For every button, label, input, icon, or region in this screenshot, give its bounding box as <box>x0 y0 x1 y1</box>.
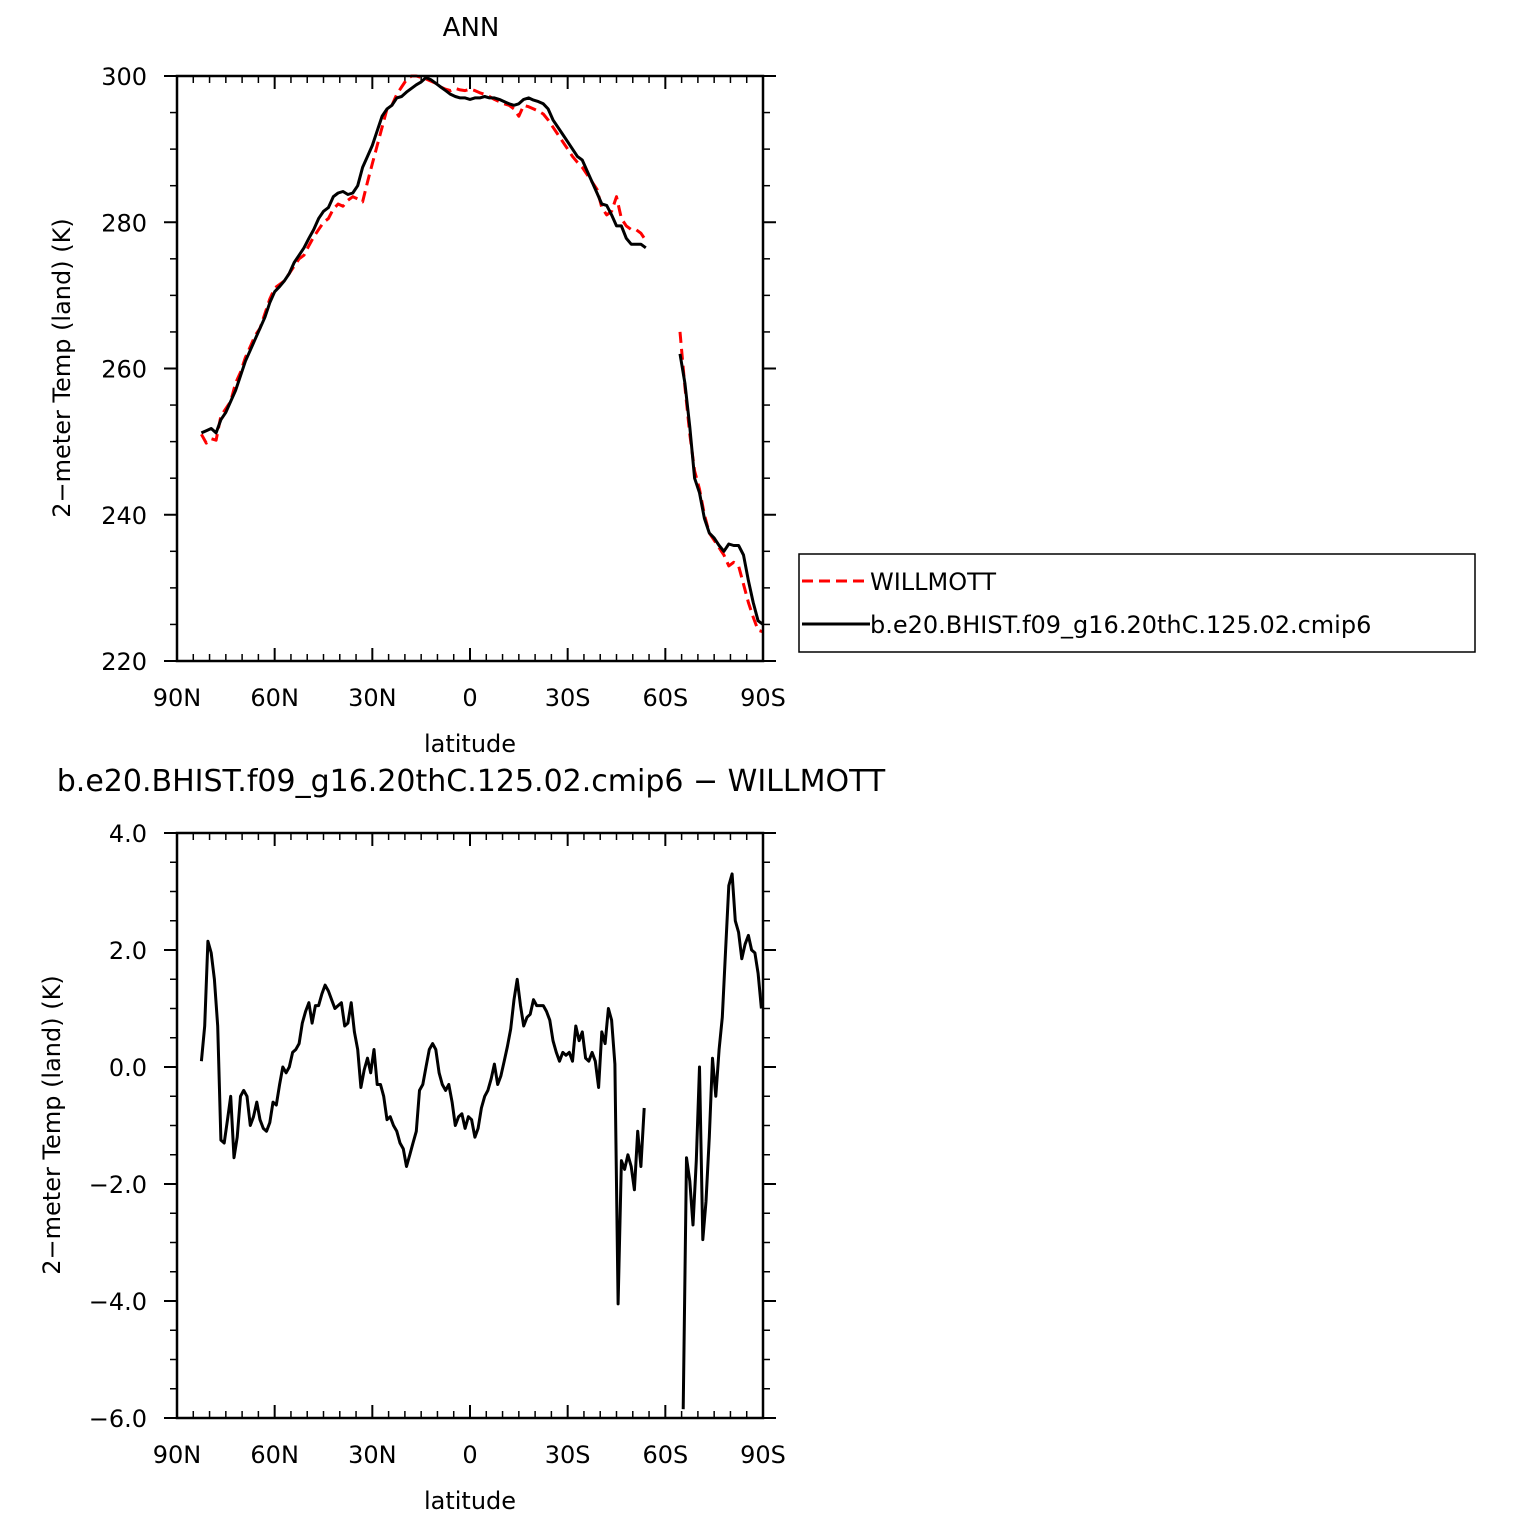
bottom-ylabel: 2−meter Temp (land) (K) <box>38 975 66 1274</box>
legend-label-model: b.e20.BHIST.f09_g16.20thC.125.02.cmip6 <box>870 611 1371 639</box>
bottom-xtick-label: 30N <box>348 1441 397 1469</box>
bottom-series-0-line-segment-0 <box>199 939 646 1306</box>
bottom-xtick-label: 90N <box>153 1441 202 1469</box>
bottom-panel: b.e20.BHIST.f09_g16.20thC.125.02.cmip6 −… <box>38 764 886 1515</box>
top-title: ANN <box>443 13 500 43</box>
bottom-ytick-label: 2.0 <box>109 937 147 965</box>
top-xtick-label: 60N <box>250 684 299 712</box>
top-series-1-line-segment-0 <box>200 76 647 435</box>
top-frame <box>175 74 765 663</box>
bottom-ytick-label: −2.0 <box>89 1171 147 1199</box>
bottom-series-0-line-segment-1 <box>681 872 763 1410</box>
top-ytick-label: 280 <box>101 209 147 237</box>
top-ytick-label: 260 <box>101 356 147 384</box>
top-xtick-label: 90N <box>153 684 202 712</box>
bottom-xtick-label: 90S <box>740 1441 786 1469</box>
bottom-ytick-label: 4.0 <box>109 820 147 848</box>
bottom-ytick-label: 0.0 <box>109 1054 147 1082</box>
top-series-0-line-segment-0 <box>200 74 648 445</box>
top-xtick-label: 30N <box>348 684 397 712</box>
bottom-xtick-label: 0 <box>462 1441 477 1469</box>
bottom-xtick-label: 60N <box>250 1441 299 1469</box>
bottom-ytick-label: −6.0 <box>89 1405 147 1433</box>
bottom-plot-area: 90N 60N 30N 0 30S 60S 90S −6.0 −4.0 −2.0 0.0 2.0 4.0 <box>89 820 786 1469</box>
legend-box <box>798 553 1476 653</box>
top-series-1-line-segment-1 <box>678 353 764 626</box>
top-ytick-label: 300 <box>101 63 147 91</box>
bottom-xlabel: latitude <box>424 1487 516 1515</box>
bottom-xtick-label: 30S <box>545 1441 591 1469</box>
top-panel: ANN 90N 60N 30N 0 30S 60S 90S 220 240 260 280 300 l… <box>48 13 786 758</box>
legend: WILLMOTT b.e20.BHIST.f09_g16.20thC.125.0… <box>798 553 1476 653</box>
top-xtick-label: 0 <box>462 684 477 712</box>
top-xlabel: latitude <box>424 730 516 758</box>
top-series-0-line-segment-1 <box>678 331 764 634</box>
bottom-title: b.e20.BHIST.f09_g16.20thC.125.02.cmip6 −… <box>57 764 886 799</box>
top-plot-area: 90N 60N 30N 0 30S 60S 90S 220 240 260 280 300 <box>101 63 786 712</box>
top-xtick-label: 60S <box>642 684 688 712</box>
top-xtick-label: 30S <box>545 684 591 712</box>
top-ytick-label: 220 <box>101 648 147 676</box>
bottom-frame <box>175 831 765 1420</box>
bottom-xtick-label: 60S <box>642 1441 688 1469</box>
legend-label-willmott: WILLMOTT <box>870 568 996 596</box>
bottom-ytick-label: −4.0 <box>89 1288 147 1316</box>
top-ytick-label: 240 <box>101 502 147 530</box>
top-xtick-label: 90S <box>740 684 786 712</box>
top-ylabel: 2−meter Temp (land) (K) <box>48 218 76 517</box>
